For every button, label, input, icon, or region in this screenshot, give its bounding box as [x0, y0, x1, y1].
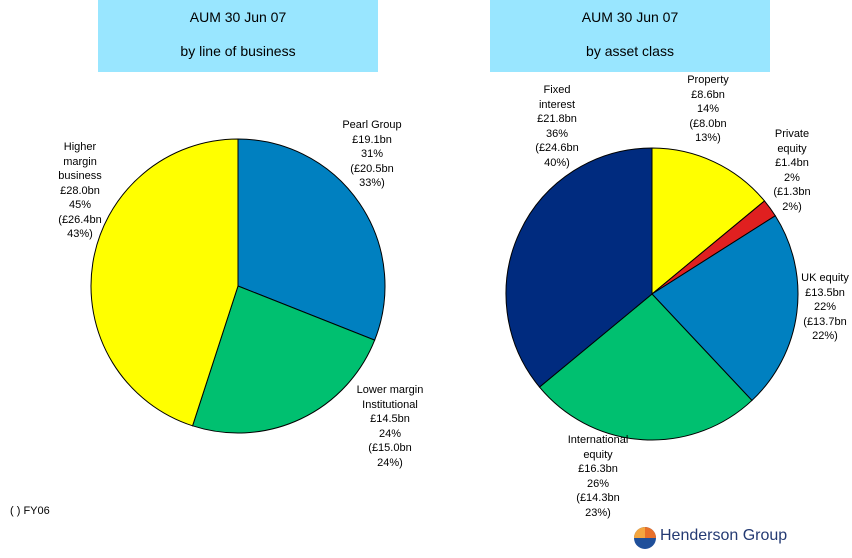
amount: £28.0bn — [60, 184, 100, 197]
prior-amount: (£20.5bn — [350, 162, 394, 175]
share-label: 45% — [68, 199, 92, 211]
prior-share: 40%) — [544, 156, 570, 169]
slice-label: Fixed interest £21.8bn 36% (£24.6bn 40%) — [532, 83, 582, 170]
pie-slice — [651, 147, 766, 296]
prior-amount: (£24.6bn — [535, 142, 579, 154]
category-name: UK equity — [801, 272, 849, 284]
share-label: 31% — [360, 148, 384, 160]
prior-amount: (£13.7bn — [803, 315, 847, 328]
prior-amount: (£14.3bn — [576, 492, 620, 504]
slice-label: Private equity £1.4bn 2% (£1.3bn 2%) — [767, 127, 817, 214]
slice-label: Lower margin Institutional £14.5bn 24% (£15… — [353, 383, 428, 470]
brand: Henderson Group — [660, 527, 788, 544]
amount: £13.5bn — [805, 286, 845, 299]
share-label: 36% — [545, 127, 569, 140]
pie-slice — [651, 215, 799, 402]
prior-share: 23%) — [585, 506, 611, 519]
category-name: Private equity — [774, 128, 810, 155]
slice-label: International equity £16.3bn 26% (£14.3bn 23… — [558, 433, 638, 520]
footnote: ( ) FY06 — [10, 505, 50, 517]
chart-subtitle: by line of business — [180, 43, 296, 59]
prior-share: 13%) — [695, 132, 721, 144]
prior-amount: (£8.0bn — [689, 117, 727, 130]
amount: £16.3bn — [578, 463, 618, 475]
category-name: International equity — [567, 434, 629, 461]
slice-label: Higher margin business £28.0bn 45% (£26.4bn… — [55, 140, 105, 242]
category-name: Lower margin Institutional — [356, 384, 424, 411]
prior-share: 2%) — [782, 200, 802, 213]
slice-label: UK equity £13.5bn 22% (£13.7bn 22%) — [785, 271, 852, 344]
share-label: 22% — [813, 301, 837, 313]
chart-header: AUM 30 Jun 07 by line of business — [98, 0, 378, 72]
category-name: Fixed interest — [538, 84, 576, 111]
prior-share: 33%) — [359, 177, 385, 189]
slice-label: Property £8.6bn 14% (£8.0bn 13%) — [673, 73, 743, 146]
prior-share: 22%) — [812, 330, 838, 342]
amount: £14.5bn — [370, 413, 410, 425]
pie-slice — [237, 138, 386, 341]
logo-icon — [634, 527, 656, 549]
pie-slice — [191, 285, 376, 434]
prior-amount: (£15.0bn — [368, 442, 412, 454]
prior-share: 43%) — [67, 228, 93, 240]
category-name: Higher margin business — [58, 141, 102, 182]
share-label: 2% — [784, 171, 800, 184]
prior-amount: (£1.3bn — [773, 186, 811, 198]
chart-title: AUM 30 Jun 07 — [581, 9, 679, 25]
pie-slice — [90, 138, 239, 427]
prior-amount: (£26.4bn — [58, 213, 102, 226]
share-label: 14% — [696, 103, 720, 115]
share-label: 26% — [586, 477, 610, 490]
chart-header: AUM 30 Jun 07 by asset class — [490, 0, 770, 72]
chart-title: AUM 30 Jun 07 — [189, 9, 287, 25]
amount: £19.1bn — [352, 133, 392, 146]
chart-subtitle: by asset class — [586, 43, 674, 59]
pie-slice — [505, 147, 653, 388]
category-name: Property — [687, 74, 729, 86]
category-name: Pearl Group — [342, 119, 402, 131]
share-label: 24% — [378, 427, 402, 440]
amount: £1.4bn — [775, 157, 809, 169]
slice-label: Pearl Group £19.1bn 31% (£20.5bn 33%) — [327, 118, 417, 191]
prior-share: 24%) — [377, 456, 403, 469]
pie-slice — [538, 293, 753, 441]
amount: £21.8bn — [537, 113, 577, 125]
amount: £8.6bn — [691, 88, 725, 101]
